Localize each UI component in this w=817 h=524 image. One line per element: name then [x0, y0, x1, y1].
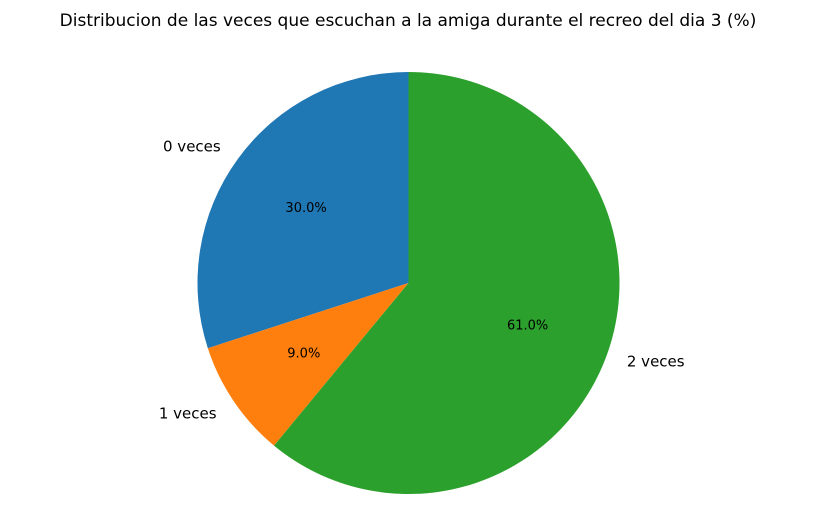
pct-label-1-veces: 9.0% [287, 347, 320, 362]
percentage-labels: 30.0% 9.0% 61.0% [285, 201, 548, 362]
category-label-2-veces: 2 veces [627, 353, 685, 371]
category-labels: 0 veces 1 veces 2 veces [159, 138, 685, 423]
category-label-1-veces: 1 veces [159, 404, 217, 422]
pie-slice-2-veces [274, 72, 620, 495]
pie-slices [197, 72, 620, 495]
pct-label-0-veces: 30.0% [285, 201, 326, 216]
pct-label-2-veces: 61.0% [507, 318, 548, 333]
chart-title: Distribucion de las veces que escuchan a… [60, 11, 757, 31]
pie-slice-1-veces [207, 283, 409, 446]
pie-slice-0-veces [197, 72, 409, 349]
category-label-0-veces: 0 veces [163, 138, 221, 156]
